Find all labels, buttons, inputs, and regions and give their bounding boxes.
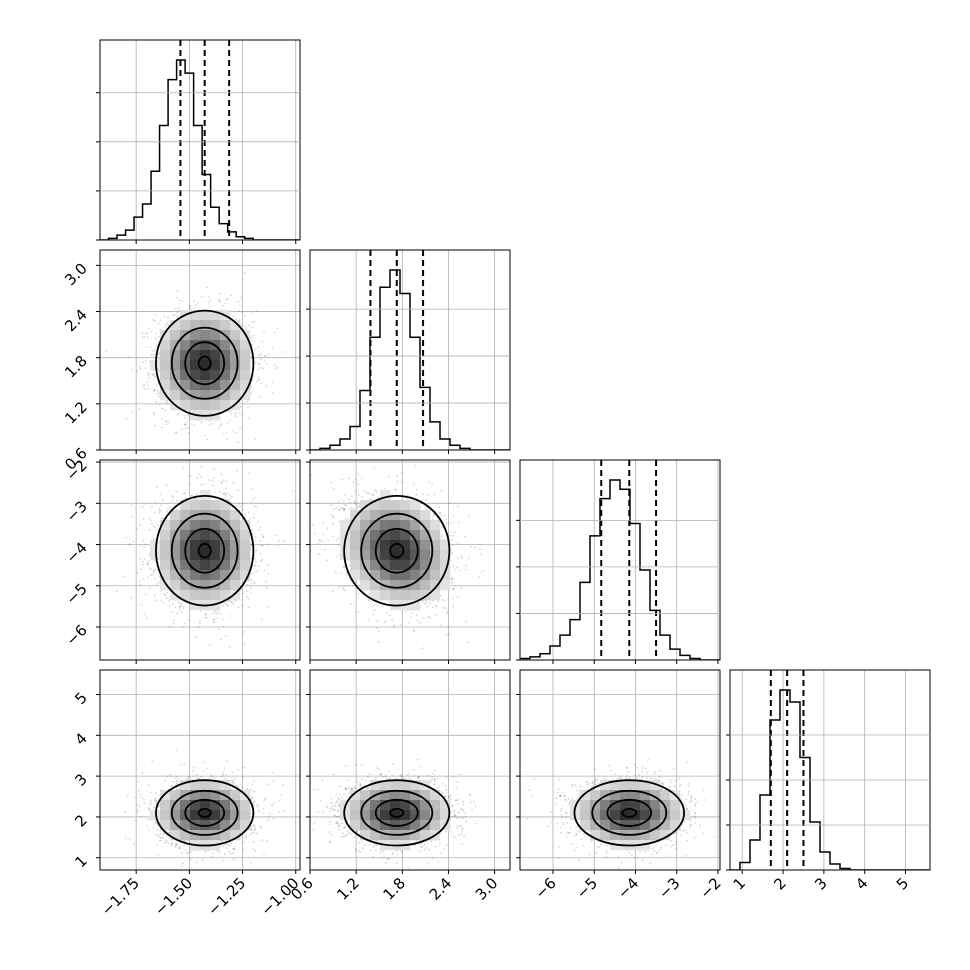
contour-1 <box>591 789 668 836</box>
contour-0 <box>155 309 255 417</box>
contour-3 <box>389 542 405 559</box>
histogram-step-0 <box>100 59 300 240</box>
scatter-panel-1-0: 0.61.21.82.43.0 <box>61 249 301 474</box>
y-tick-label: 1 <box>71 852 90 871</box>
histogram-panel-1 <box>306 249 511 454</box>
y-tick-label: 1.2 <box>61 398 91 428</box>
y-tick-label: 3 <box>71 770 90 789</box>
x-tick-label: 3.0 <box>472 874 502 904</box>
contour-2 <box>184 527 226 574</box>
contour-3 <box>197 355 212 371</box>
y-tick-label: −4 <box>62 539 90 567</box>
contour-0 <box>573 779 686 847</box>
x-tick-label: 1 <box>730 874 749 893</box>
y-tick-label: 2.4 <box>61 306 91 336</box>
scatter-panel-2-1 <box>306 459 511 664</box>
y-tick-label: −3 <box>62 497 90 525</box>
contour-3 <box>389 807 405 818</box>
x-tick-label: 2 <box>770 874 789 893</box>
histogram-step-2 <box>520 479 720 660</box>
x-tick-label: 1.8 <box>380 874 410 904</box>
x-tick-label: 3 <box>811 874 830 893</box>
contour-2 <box>606 798 653 827</box>
contour-1 <box>360 512 434 589</box>
x-tick-label: 2.4 <box>426 874 456 904</box>
x-tick-label: −1.25 <box>204 874 249 919</box>
y-tick-label: 1.8 <box>61 352 91 382</box>
scatter-panel-3-2: −6 −5 −4 −3 −2 <box>516 669 725 902</box>
contour-1 <box>360 789 434 836</box>
contour-3 <box>197 542 212 559</box>
contour-1 <box>170 512 239 589</box>
x-tick-label: −1.75 <box>98 874 143 919</box>
contour-2 <box>184 798 226 827</box>
contour-3 <box>197 807 212 818</box>
density-shading <box>340 780 451 851</box>
y-tick-label: 4 <box>71 729 90 748</box>
y-tick-label: −5 <box>62 580 90 608</box>
x-tick-label: −6 <box>531 874 559 902</box>
x-tick-label: −2 <box>696 874 724 902</box>
contour-2 <box>374 798 419 827</box>
contour-2 <box>184 341 226 386</box>
x-tick-label: 1.2 <box>333 874 363 904</box>
contour-0 <box>343 494 451 607</box>
x-tick-label: −3 <box>655 874 683 902</box>
y-tick-label: 5 <box>71 689 90 708</box>
x-tick-label: −1.50 <box>151 874 196 919</box>
contour-3 <box>621 807 638 818</box>
scatter-panel-3-1: 0.6 1.2 1.8 2.4 3.0 <box>287 669 511 904</box>
y-tick-label: −6 <box>62 621 90 649</box>
contour-0 <box>155 494 255 607</box>
x-tick-label: 5 <box>893 874 912 893</box>
histogram-step-1 <box>310 269 510 450</box>
histogram-panel-3: 1 2 3 4 5 <box>726 669 931 894</box>
contour-1 <box>170 326 239 400</box>
contour-0 <box>343 779 451 847</box>
x-tick-label: 4 <box>852 874 871 893</box>
x-tick-label: −5 <box>573 874 601 902</box>
histogram-panel-0 <box>96 39 301 244</box>
x-tick-label: −4 <box>614 874 642 902</box>
contour-1 <box>170 789 239 836</box>
y-tick-label: 3.0 <box>61 259 91 289</box>
histogram-panel-2 <box>516 459 721 664</box>
contour-2 <box>374 527 419 574</box>
y-tick-label: 2 <box>71 811 90 830</box>
contour-0 <box>155 779 255 847</box>
scatter-panel-2-0: −6−5−4−3−2 <box>62 456 301 664</box>
